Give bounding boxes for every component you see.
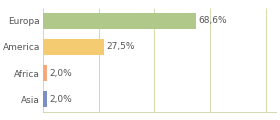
Text: 2,0%: 2,0% xyxy=(50,95,72,104)
Text: 27,5%: 27,5% xyxy=(106,42,135,51)
Bar xyxy=(43,65,47,81)
Bar xyxy=(43,13,196,29)
Text: 68,6%: 68,6% xyxy=(198,16,227,25)
Text: 2,0%: 2,0% xyxy=(50,69,72,78)
Bar xyxy=(43,91,47,107)
Bar xyxy=(43,39,104,55)
